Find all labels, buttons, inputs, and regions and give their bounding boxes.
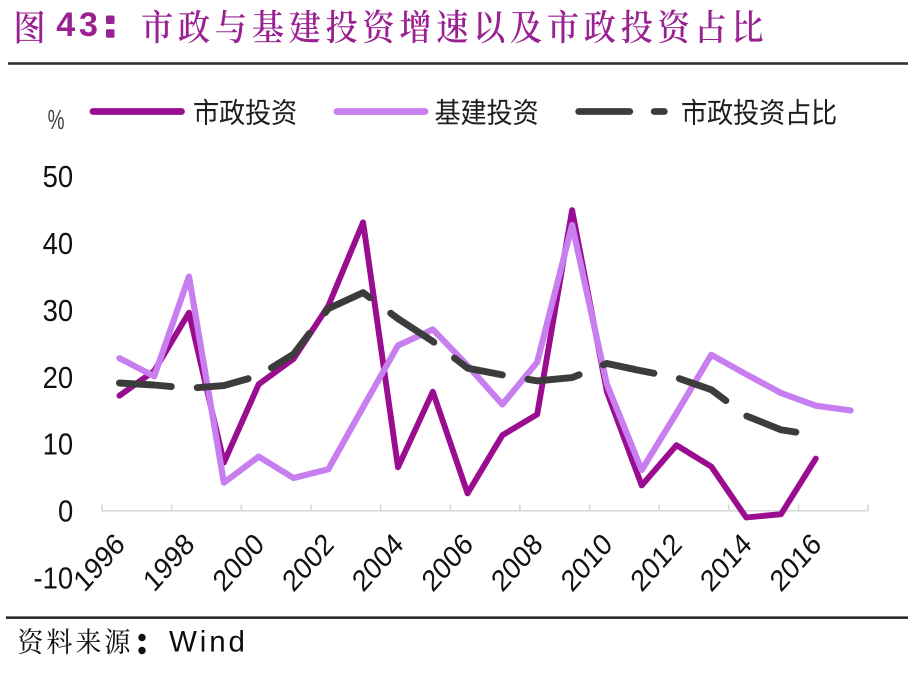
svg-text:Wind: Wind [169,625,248,658]
svg-text:50: 50 [43,160,74,194]
svg-text:43: 43 [56,6,101,44]
svg-text:30: 30 [43,294,74,328]
svg-text:0: 0 [58,495,73,529]
svg-text:40: 40 [43,227,74,261]
svg-text:%: % [48,104,65,136]
svg-text:20: 20 [43,361,74,395]
svg-text:-10: -10 [34,562,74,596]
svg-text:10: 10 [43,428,74,462]
